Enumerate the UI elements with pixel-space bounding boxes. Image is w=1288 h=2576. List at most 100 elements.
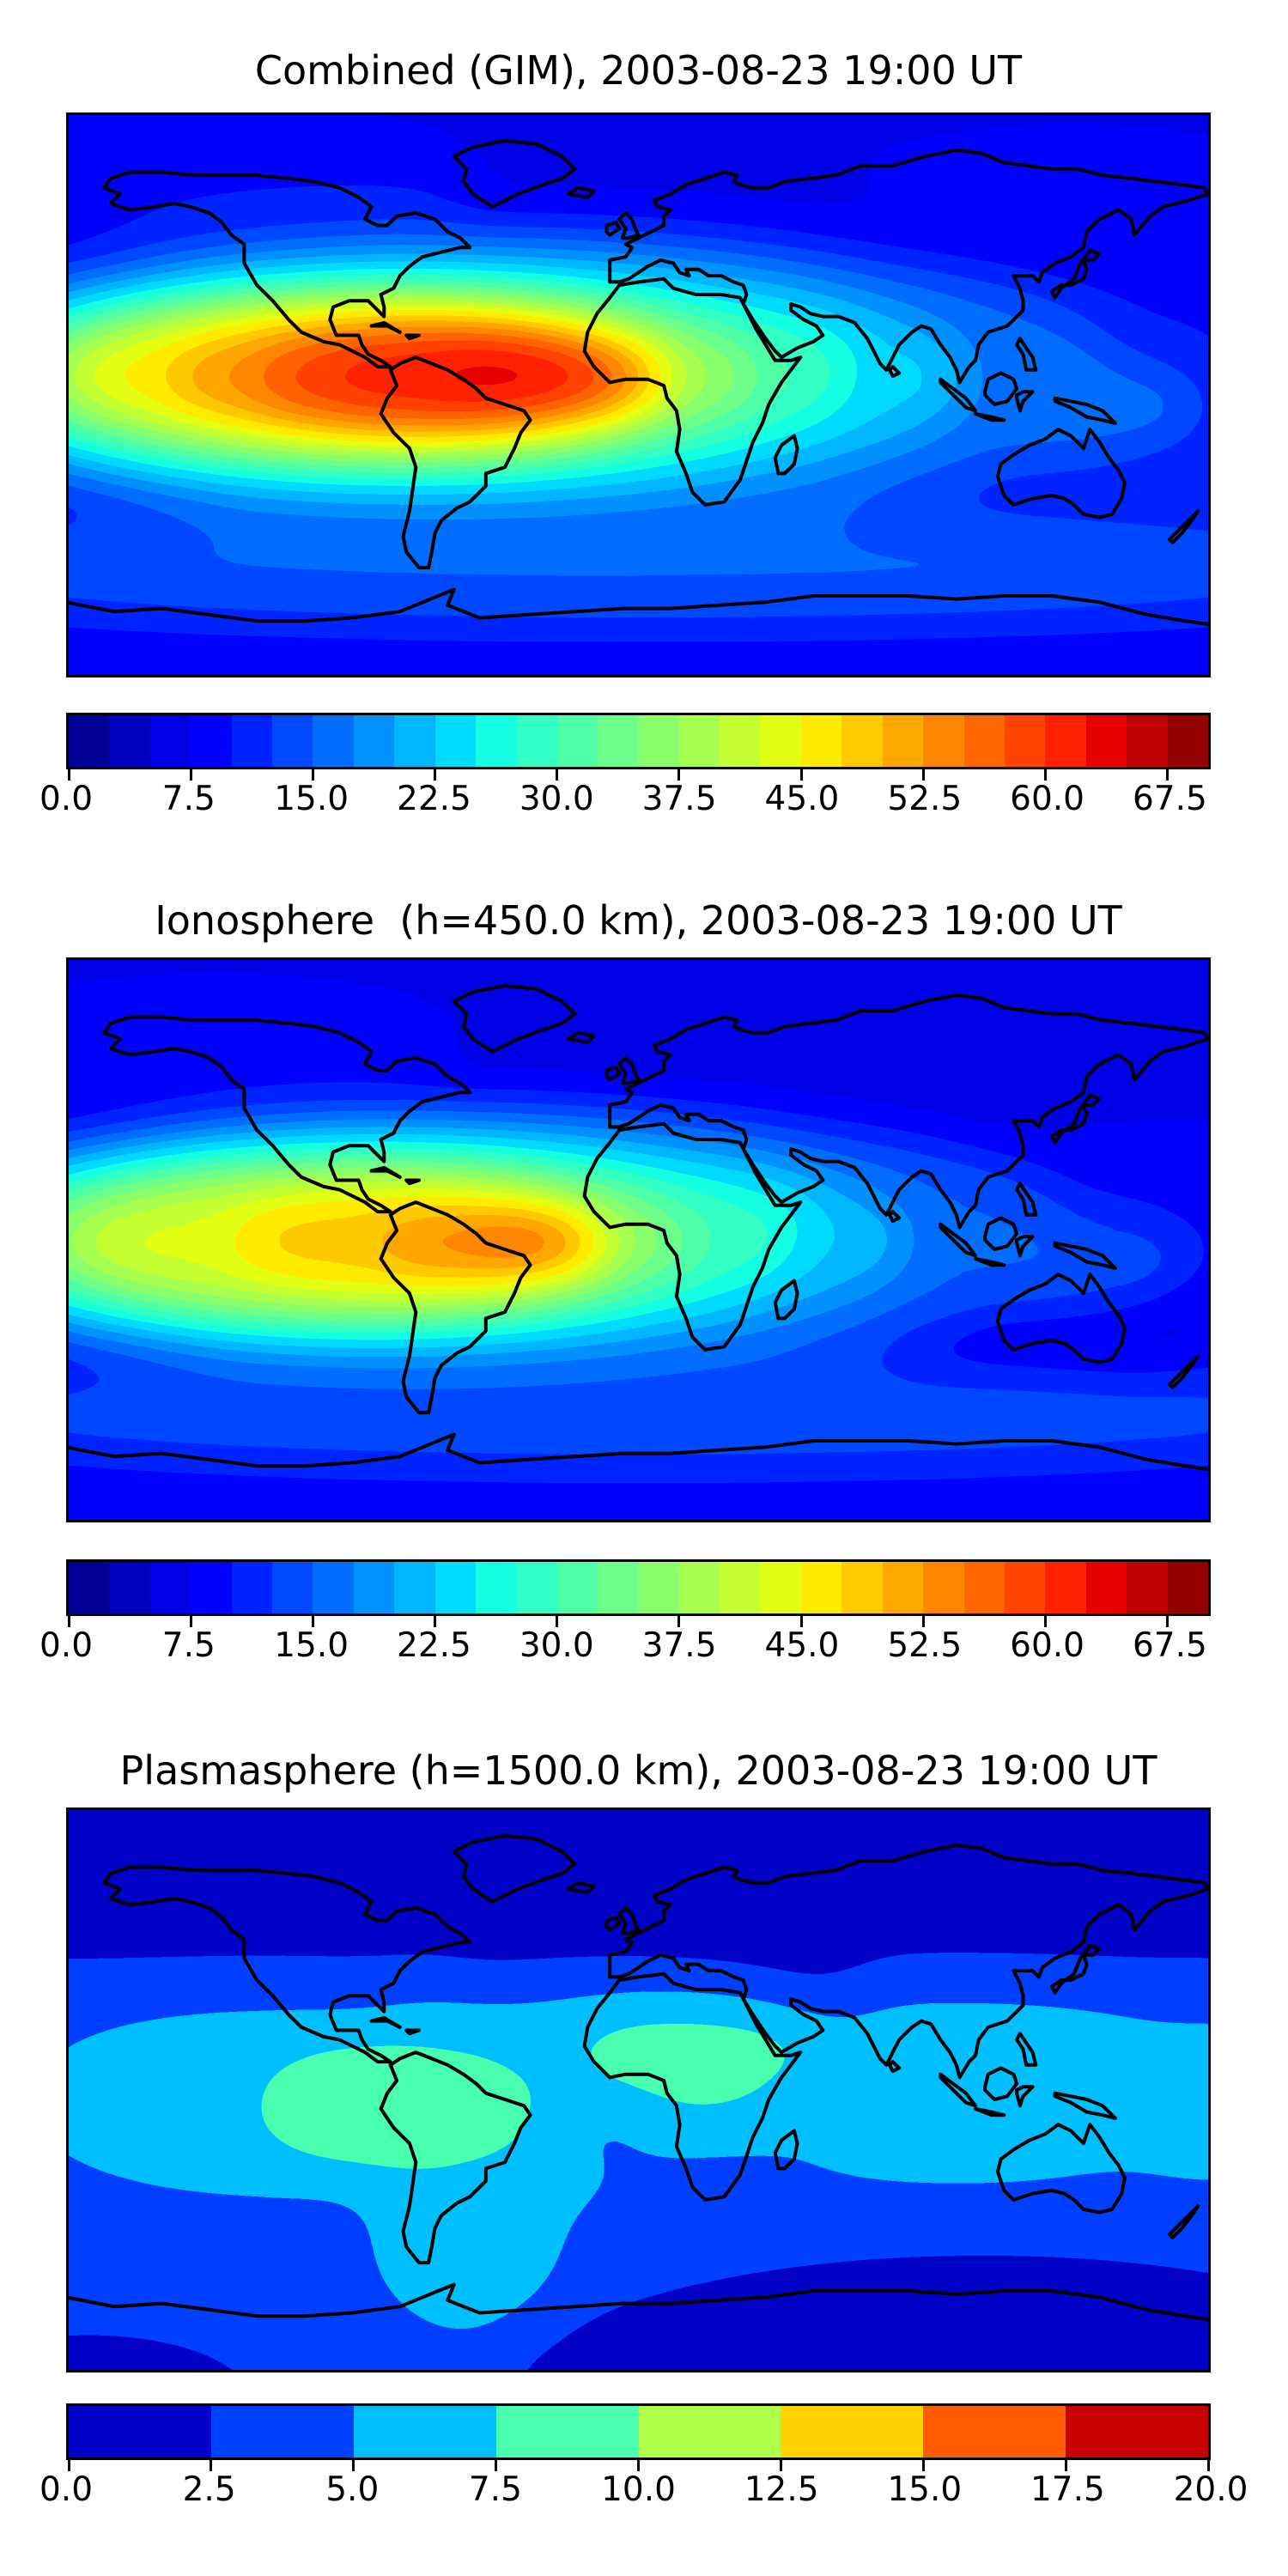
colorbar-tick-mark xyxy=(556,767,559,781)
colorbar-tick-label: 7.5 xyxy=(468,2470,522,2509)
colorbar-tick-label: 67.5 xyxy=(1132,780,1207,818)
colorbar-segment xyxy=(1167,715,1208,767)
colorbar-segment xyxy=(841,715,883,767)
colorbar-tick-mark xyxy=(1064,2458,1067,2471)
colorbar-tick-mark xyxy=(637,2458,640,2471)
colorbar-segment xyxy=(69,2406,211,2458)
panel-title: Plasmasphere (h=1500.0 km), 2003-08-23 1… xyxy=(119,1747,1157,1794)
colorbar-segment xyxy=(882,715,924,767)
colorbar-segment xyxy=(556,1562,598,1613)
colorbar xyxy=(66,713,1211,781)
colorbar-segment xyxy=(69,1562,110,1613)
colorbar-tick-label: 12.5 xyxy=(744,2470,819,2509)
colorbar-segment xyxy=(271,1562,313,1613)
colorbar-tick-label: 60.0 xyxy=(1010,780,1084,818)
colorbar-segment xyxy=(1004,1562,1046,1613)
colorbar-segment xyxy=(638,715,679,767)
colorbar-tick-label: 15.0 xyxy=(274,1626,349,1665)
colorbar-segment xyxy=(1085,1562,1127,1613)
colorbar-tick-label: 60.0 xyxy=(1010,1626,1084,1665)
colorbar-segment xyxy=(109,1562,150,1613)
colorbar-tick-mark xyxy=(311,767,314,781)
colorbar-segment xyxy=(963,715,1005,767)
colorbar-gradient xyxy=(69,2406,1208,2458)
colorbar-segment xyxy=(231,715,272,767)
colorbar-tick-label: 67.5 xyxy=(1132,1626,1207,1665)
colorbar-segment xyxy=(598,1562,639,1613)
colorbar-tick-mark xyxy=(1166,1613,1170,1627)
colorbar-tick-mark xyxy=(189,1613,192,1627)
colorbar-tick-label: 52.5 xyxy=(887,1626,963,1665)
colorbar-tick-label: 30.0 xyxy=(519,780,594,818)
colorbar-tick-mark xyxy=(556,1613,559,1627)
colorbar-segment xyxy=(394,1562,435,1613)
colorbar-tick-labels: 0.0 7.5 15.0 22.5 30.0 37.5 45.0 52.5 60.0 67.5 xyxy=(39,780,1211,819)
colorbar-segment xyxy=(313,1562,354,1613)
colorbar-segment xyxy=(475,1562,517,1613)
colorbar-tick-mark xyxy=(921,1613,925,1627)
colorbar-segment xyxy=(841,1562,883,1613)
colorbar-segment xyxy=(760,715,802,767)
colorbar-tick-mark xyxy=(799,1613,803,1627)
ionosphere-map xyxy=(66,957,1211,1522)
colorbar-segment xyxy=(882,1562,924,1613)
colorbar-tick-label: 20.0 xyxy=(1173,2470,1249,2509)
colorbar-segment xyxy=(1045,1562,1086,1613)
colorbar-tick-mark xyxy=(1206,2458,1210,2471)
colorbar-tick-mark xyxy=(67,2458,70,2471)
colorbar-segment xyxy=(394,715,435,767)
colorbar-segment xyxy=(353,715,395,767)
colorbar-segment xyxy=(191,1562,232,1613)
colorbar-tick-label: 2.5 xyxy=(182,2470,236,2509)
colorbar-tick-label: 0.0 xyxy=(39,780,94,818)
colorbar-tick-mark xyxy=(352,2458,355,2471)
colorbar-tick-mark xyxy=(799,767,803,781)
colorbar-tick-label: 22.5 xyxy=(397,1626,471,1665)
colorbar-tick-label: 7.5 xyxy=(161,780,216,818)
colorbar-segment xyxy=(313,715,354,767)
colorbar-tick-mark xyxy=(67,1613,70,1627)
colorbar xyxy=(66,1559,1211,1627)
colorbar-tick-label: 5.0 xyxy=(325,2470,380,2509)
colorbar-tick-label: 37.5 xyxy=(641,1626,717,1665)
colorbar-segment xyxy=(760,1562,802,1613)
colorbar-segment xyxy=(1004,715,1046,767)
colorbar-segment xyxy=(353,1562,395,1613)
colorbar-segment xyxy=(1066,2406,1208,2458)
colorbar-segment xyxy=(516,715,557,767)
colorbar-tick-label: 15.0 xyxy=(274,780,349,818)
colorbar-segment xyxy=(556,715,598,767)
colorbar-tick-labels: 0.0 2.5 5.0 7.5 10.0 12.5 15.0 17.5 20.0 xyxy=(39,2470,1248,2510)
colorbar-gradient xyxy=(69,715,1208,767)
map-frame xyxy=(66,1807,1211,2372)
colorbar-tick-label: 30.0 xyxy=(519,1626,594,1665)
colorbar-tick-mark xyxy=(677,767,681,781)
colorbar-segment xyxy=(781,2406,924,2458)
colorbar-segment xyxy=(598,715,639,767)
colorbar-segment xyxy=(69,715,110,767)
colorbar xyxy=(66,2403,1211,2471)
colorbar-segment xyxy=(678,715,720,767)
colorbar-tick-mark xyxy=(1043,1613,1047,1627)
colorbar-tick-label: 7.5 xyxy=(161,1626,216,1665)
contour-field xyxy=(66,1807,1211,2372)
map-frame xyxy=(66,957,1211,1522)
colorbar-tick-mark xyxy=(189,767,192,781)
colorbar-tick-mark xyxy=(779,2458,782,2471)
colorbar-tick-mark xyxy=(434,1613,437,1627)
colorbar-segment xyxy=(1127,715,1168,767)
colorbar-segment xyxy=(923,1562,964,1613)
colorbar-segment xyxy=(495,2406,639,2458)
panel-title: Combined (GIM), 2003-08-23 19:00 UT xyxy=(254,47,1023,94)
colorbar-tick-mark xyxy=(434,767,437,781)
colorbar-tick-mark xyxy=(677,1613,681,1627)
colorbar-segment xyxy=(1167,1562,1208,1613)
colorbar-tick-mark xyxy=(67,767,70,781)
colorbar-tick-label: 52.5 xyxy=(887,780,963,818)
colorbar-tick-mark xyxy=(495,2458,498,2471)
colorbar-segment xyxy=(191,715,232,767)
colorbar-segment xyxy=(1045,715,1086,767)
colorbar-tick-mark xyxy=(1043,767,1047,781)
colorbar-segment xyxy=(271,715,313,767)
colorbar-tick-label: 22.5 xyxy=(397,780,471,818)
